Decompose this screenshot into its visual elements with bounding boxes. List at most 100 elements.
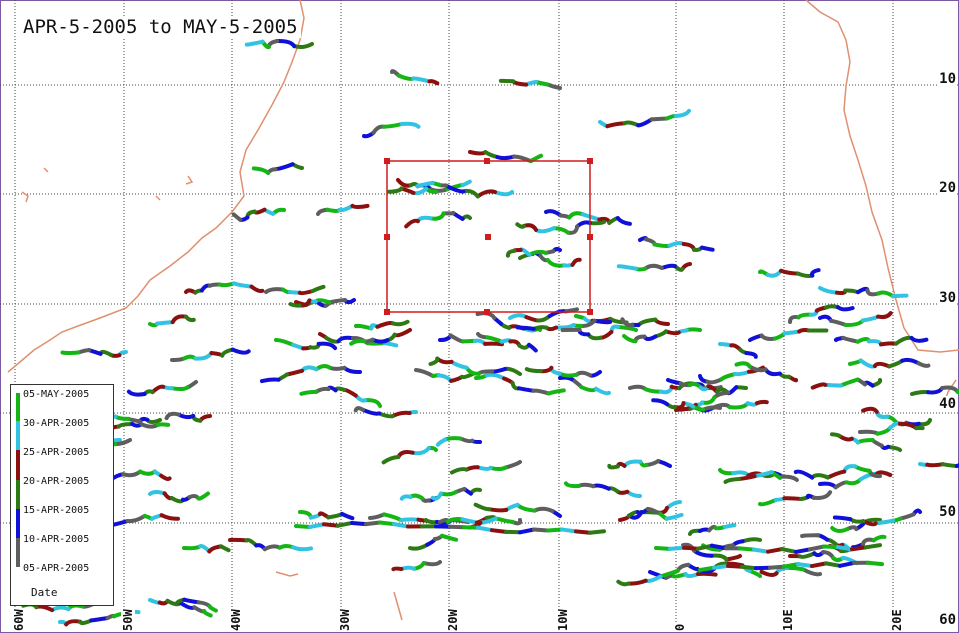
drifter-track-segment bbox=[909, 336, 929, 343]
drifter-track-segment bbox=[616, 264, 639, 271]
drifter-track-segment bbox=[430, 491, 443, 501]
drifter-track-segment bbox=[692, 548, 714, 558]
drifter-track-segment bbox=[310, 284, 326, 293]
drifter-track-segment bbox=[592, 318, 612, 325]
lon-label-10w: 10W bbox=[556, 609, 570, 631]
legend-label-apr05: 05-APR-2005 bbox=[23, 563, 90, 574]
drifter-track-segment bbox=[350, 520, 368, 527]
lat-label-20: 20 bbox=[938, 180, 957, 196]
drifter-track-segment bbox=[515, 325, 536, 331]
drifter-track-segment bbox=[217, 281, 236, 288]
drifter-track-segment bbox=[381, 455, 401, 465]
selection-box-handle bbox=[587, 234, 593, 240]
drifter-track-segment bbox=[219, 544, 231, 553]
selection-box-handle bbox=[384, 158, 390, 164]
drifter-track-segment bbox=[664, 512, 684, 521]
drifter-track-segment bbox=[228, 537, 249, 543]
drifter-track-segment bbox=[448, 524, 466, 530]
drifter-track-segment bbox=[381, 122, 404, 129]
drifter-track-segment bbox=[337, 203, 355, 213]
drifter-track-segment bbox=[516, 386, 536, 393]
drifter-track-segment bbox=[391, 566, 404, 572]
drifter-track-segment bbox=[476, 369, 495, 376]
drifter-track-segment bbox=[360, 407, 382, 416]
drifter-track-segment bbox=[844, 477, 863, 486]
drifter-track-segment bbox=[616, 325, 638, 332]
drifter-track-segment bbox=[262, 544, 282, 552]
drifter-track-segment bbox=[712, 563, 730, 570]
drifter-track-segment bbox=[275, 38, 297, 49]
drifter-track-segment bbox=[832, 515, 853, 522]
drifter-track-segment bbox=[818, 286, 839, 295]
drifter-track-segment bbox=[910, 390, 931, 396]
drifter-track-segment bbox=[574, 529, 592, 535]
drifter-track-segment bbox=[824, 561, 842, 568]
drifter-track-segment bbox=[138, 469, 157, 476]
drifter-track-segment bbox=[838, 377, 860, 388]
drifter-track-segment bbox=[408, 542, 430, 551]
drifter-track-segment bbox=[810, 473, 830, 480]
drifter-track-segment bbox=[327, 365, 347, 371]
drifter-track-segment bbox=[449, 359, 469, 370]
drifter-track-segment bbox=[485, 335, 504, 344]
drifter-track-segment bbox=[370, 337, 390, 344]
drifter-track-segment bbox=[554, 323, 576, 330]
drifter-track-segment bbox=[755, 399, 769, 406]
drifter-track-segment bbox=[793, 469, 815, 480]
drifter-track-segment bbox=[382, 512, 404, 523]
drifter-track-segment bbox=[800, 533, 820, 538]
drifter-track-segment bbox=[698, 565, 716, 572]
drifter-track-segment bbox=[551, 226, 570, 235]
drifter-track-segment bbox=[322, 522, 340, 528]
drifter-track-segment bbox=[349, 338, 367, 346]
drifter-track-segment bbox=[823, 382, 843, 388]
drifter-track-segment bbox=[567, 211, 585, 220]
drifter-track-segment bbox=[164, 411, 181, 421]
drifter-track-segment bbox=[231, 212, 243, 222]
drifter-track-segment bbox=[643, 387, 663, 394]
drifter-track-segment bbox=[622, 120, 641, 128]
drifter-track-segment bbox=[607, 463, 620, 470]
drifter-track-segment bbox=[636, 117, 654, 128]
drifter-track-segment bbox=[700, 245, 715, 252]
drifter-track-segment bbox=[464, 365, 481, 376]
lon-label-40w: 40W bbox=[229, 609, 243, 631]
drifter-track-segment bbox=[850, 545, 868, 552]
drifter-track-segment bbox=[60, 350, 81, 355]
drifter-track-segment bbox=[503, 460, 522, 470]
drifter-track-segment bbox=[89, 616, 110, 623]
drifter-track-segment bbox=[244, 39, 265, 47]
legend-label-apr10: 10-APR-2005 bbox=[23, 534, 90, 545]
drifter-track-segment bbox=[414, 368, 435, 378]
drifter-track-segment bbox=[182, 597, 201, 605]
lat-label-10: 10 bbox=[938, 71, 957, 87]
lon-label-30w: 30W bbox=[338, 609, 352, 631]
drifter-track-segment bbox=[476, 525, 494, 533]
drifter-track-segment bbox=[801, 567, 822, 577]
drifter-track-segment bbox=[327, 298, 347, 305]
drifter-track-segment bbox=[483, 341, 504, 347]
drifter-track-segment bbox=[782, 496, 803, 501]
drifter-track-segment bbox=[731, 470, 751, 478]
drifter-track-segment bbox=[940, 462, 959, 468]
drifter-track-segment bbox=[576, 482, 596, 489]
drifter-track-segment bbox=[545, 258, 567, 268]
drifter-track-segment bbox=[667, 240, 686, 248]
drifter-track-segment bbox=[411, 76, 432, 84]
legend-swatch-apr25 bbox=[16, 450, 20, 480]
drifter-track-segment bbox=[696, 571, 718, 577]
drifter-track-segment bbox=[836, 305, 855, 312]
drifter-track-segment bbox=[818, 481, 838, 490]
drifter-track-segment bbox=[759, 569, 779, 577]
drifter-track-segment bbox=[378, 520, 396, 527]
drifter-track-segment bbox=[579, 385, 598, 393]
drifter-track-segment bbox=[564, 307, 579, 314]
drifter-track-segment bbox=[723, 477, 741, 484]
drifter-track-segment bbox=[900, 357, 921, 366]
drifter-track-segment bbox=[326, 511, 344, 520]
drifter-track-segment bbox=[591, 483, 611, 491]
drifter-track-segment bbox=[64, 619, 83, 627]
drifter-track-segment bbox=[768, 564, 786, 570]
